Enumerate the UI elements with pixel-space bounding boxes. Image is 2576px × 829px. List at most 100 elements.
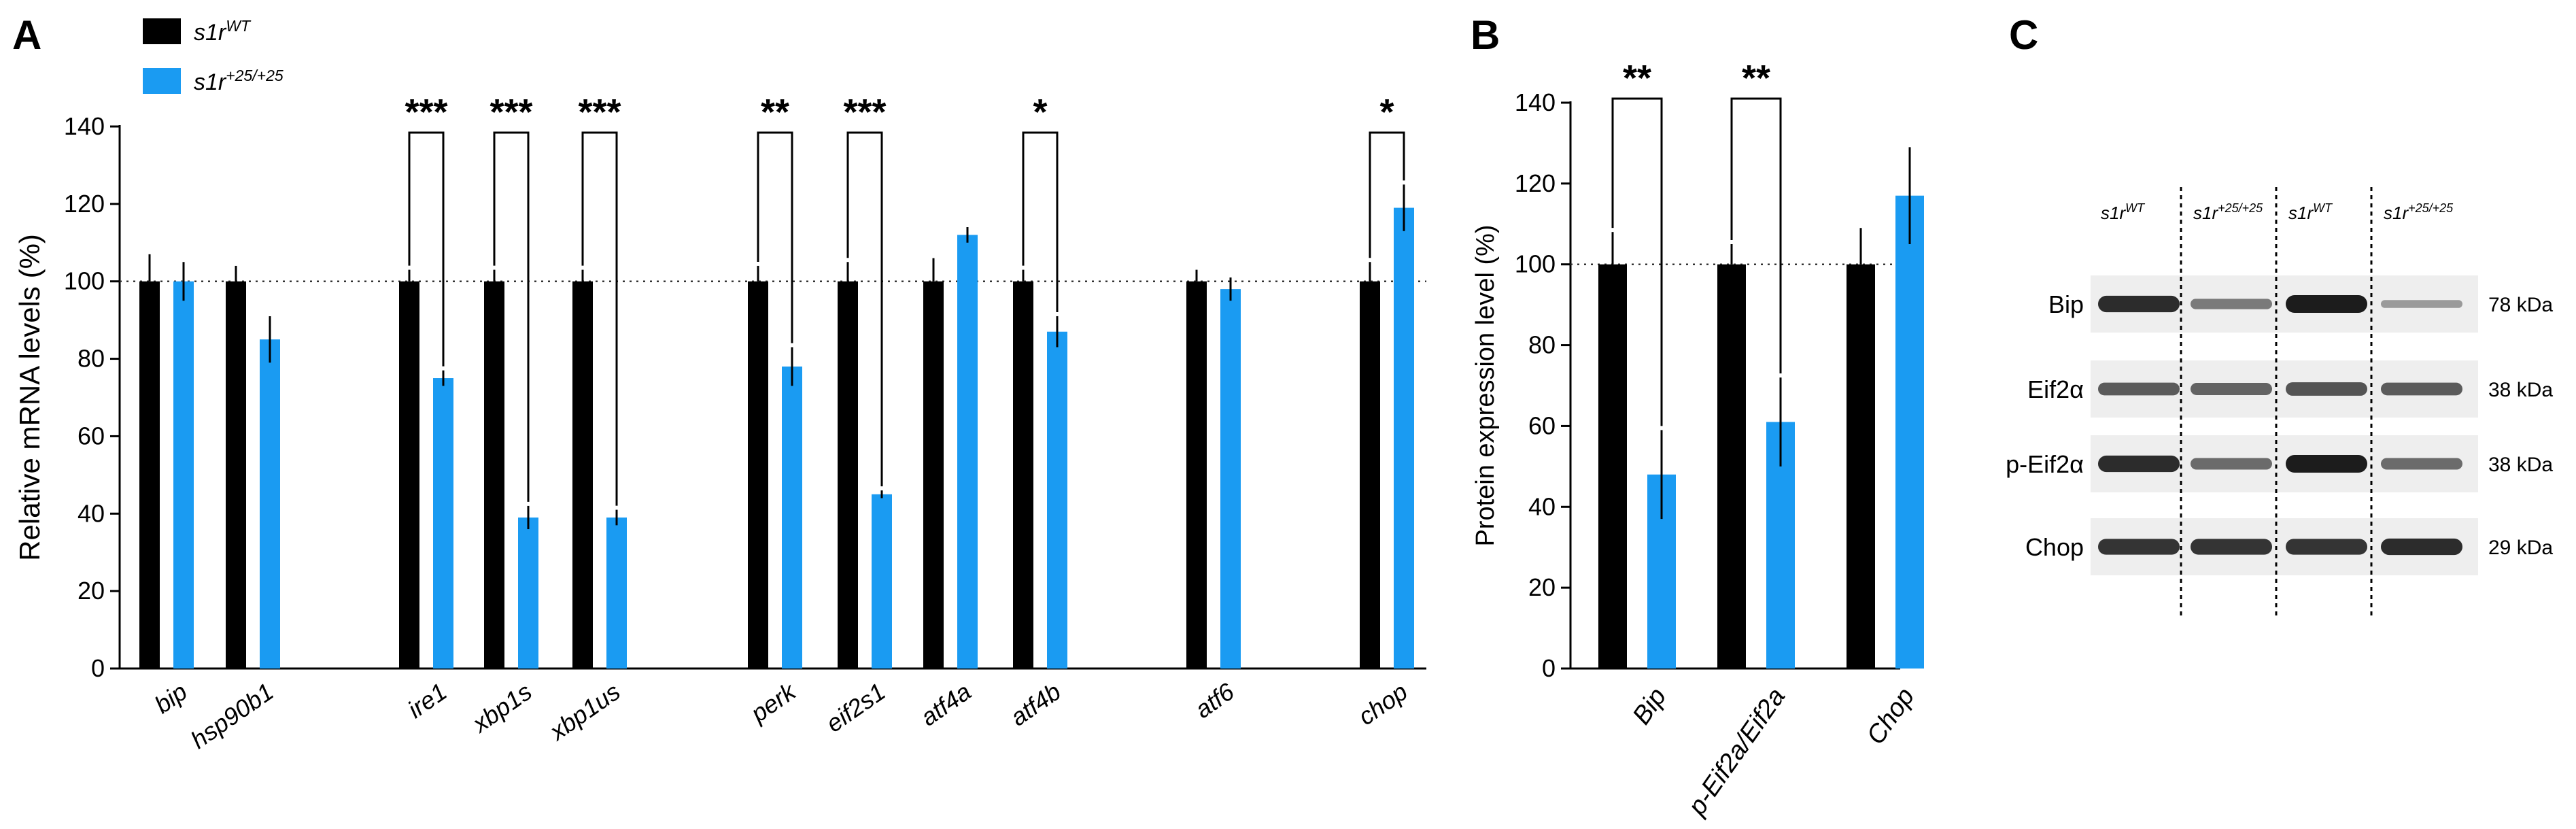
- blot-lane-label-0: s1rWT: [2101, 201, 2146, 223]
- significance-bracket-0: [408, 131, 445, 367]
- blot-row-label-1: Eif2α: [2027, 375, 2084, 403]
- significance-label-5: *: [1033, 92, 1047, 133]
- significance-label-3: **: [761, 92, 789, 133]
- significance-bracket-0: [1611, 97, 1663, 426]
- blot-band-1-3: [2381, 382, 2462, 396]
- y-tick-label-a-7: 140: [64, 112, 105, 140]
- bar-wt-xbp1us: [572, 281, 593, 669]
- y-axis-label-a: Relative mRNA levels (%): [14, 234, 46, 561]
- x-tick-label-p-Eif2a/Eif2a: p-Eif2a/Eif2a: [1683, 683, 1791, 821]
- significance-bracket-2: [581, 131, 618, 506]
- chart-b-protein: 0 20 40 60 80 100 120 140 Protein expression lev…: [1471, 58, 1924, 821]
- bar-mut-eif2s1: [872, 494, 892, 669]
- y-tick-label-a-2: 40: [78, 499, 105, 527]
- blot-lane-label-1: s1r+25/+25: [2193, 201, 2263, 223]
- significance-bracket-1: [493, 131, 530, 502]
- significance-label-0: ***: [405, 92, 447, 133]
- blot-band-1-1: [2191, 383, 2272, 395]
- blot-band-1-2: [2286, 382, 2367, 396]
- x-tick-label-atf4a: atf4a: [915, 677, 976, 732]
- bar-wt-eif2s1: [838, 281, 858, 669]
- significance-bracket-1: [1730, 97, 1782, 374]
- bar-mut-xbp1s: [518, 517, 538, 669]
- legend-label-1: s1r+25/+25: [194, 67, 284, 95]
- blot-kda-label-2: 38 kDa: [2488, 454, 2553, 476]
- blot-band-3-0: [2098, 539, 2180, 555]
- x-tick-label-eif2s1: eif2s1: [821, 677, 890, 738]
- legend-label-0: s1rWT: [194, 17, 252, 46]
- bar-wt-Bip: [1598, 264, 1627, 669]
- y-tick-label-b-3: 60: [1528, 411, 1556, 439]
- bar-mut-perk: [782, 366, 802, 669]
- x-tick-label-bip: bip: [150, 677, 192, 719]
- blot-band-2-1: [2191, 458, 2272, 470]
- y-tick-label-a-3: 60: [78, 422, 105, 450]
- x-tick-label-chop: chop: [1353, 677, 1412, 730]
- x-tick-label-hsp90b1: hsp90b1: [186, 677, 279, 754]
- blot-band-0-3: [2381, 300, 2462, 308]
- bar-mut-chop: [1394, 207, 1414, 669]
- legend: s1rWT s1r+25/+25: [143, 17, 284, 95]
- chart-a-mrna: 0 20 40 60 80 100 120 140 Relative mRNA levels (…: [14, 92, 1426, 754]
- x-tick-label-xbp1s: xbp1s: [466, 677, 537, 739]
- blot-band-1-0: [2098, 382, 2180, 396]
- blot-band-3-2: [2286, 539, 2367, 555]
- significance-label-6: *: [1379, 92, 1394, 133]
- panel-a-letter: A: [12, 12, 41, 58]
- significance-bracket-4: [846, 131, 883, 487]
- bar-mut-atf6: [1220, 289, 1241, 669]
- legend-swatch-1: [143, 68, 181, 94]
- significance-label-4: ***: [843, 92, 886, 133]
- blot-lane-label-2: s1rWT: [2288, 201, 2333, 223]
- bar-wt-perk: [748, 281, 768, 669]
- bar-mut-ire1: [433, 378, 453, 669]
- y-tick-label-a-5: 100: [64, 267, 105, 295]
- panel-c-letter: C: [2009, 12, 2038, 58]
- y-tick-label-a-4: 80: [78, 345, 105, 373]
- blot-band-2-3: [2381, 458, 2462, 470]
- y-tick-label-a-1: 20: [78, 577, 105, 605]
- bar-wt-ire1: [399, 281, 419, 669]
- bar-wt-p-Eif2a/Eif2a: [1717, 264, 1746, 669]
- bar-wt-atf6: [1186, 281, 1207, 669]
- significance-bracket-6: [1369, 131, 1405, 258]
- bar-wt-xbp1s: [484, 281, 504, 669]
- y-axis-label-b: Protein expression level (%): [1471, 224, 1500, 546]
- blot-band-2-2: [2286, 455, 2367, 473]
- bar-mut-xbp1us: [606, 517, 627, 669]
- significance-bracket-3: [757, 131, 793, 343]
- bar-mut-Chop: [1895, 195, 1924, 669]
- y-tick-label-b-0: 0: [1542, 654, 1556, 682]
- blot-kda-label-3: 29 kDa: [2488, 537, 2553, 559]
- significance-bracket-5: [1022, 131, 1059, 312]
- significance-label-1: ***: [490, 92, 532, 133]
- blot-band-3-3: [2381, 538, 2462, 556]
- bar-wt-atf4a: [923, 281, 944, 669]
- bar-mut-atf4a: [957, 235, 978, 669]
- bar-wt-bip: [139, 281, 160, 669]
- western-blot: s1rWT s1r+25/+25 s1rWT s1r+25/+25 Bip 78 kDa E…: [2006, 187, 2553, 615]
- x-tick-label-xbp1us: xbp1us: [543, 677, 625, 746]
- bar-mut-atf4b: [1047, 331, 1067, 669]
- x-tick-label-atf6: atf6: [1190, 677, 1240, 724]
- blot-kda-label-1: 38 kDa: [2488, 379, 2553, 401]
- blot-kda-label-0: 78 kDa: [2488, 294, 2553, 316]
- bar-mut-hsp90b1: [260, 339, 280, 669]
- bar-wt-hsp90b1: [226, 281, 246, 669]
- blot-band-0-0: [2098, 295, 2180, 313]
- y-tick-label-b-6: 120: [1515, 169, 1556, 197]
- y-tick-label-b-5: 100: [1515, 250, 1556, 278]
- significance-label-1: **: [1742, 58, 1770, 99]
- blot-row-label-2: p-Eif2α: [2006, 450, 2084, 478]
- significance-label-0: **: [1623, 58, 1651, 99]
- bar-wt-chop: [1360, 281, 1380, 669]
- y-tick-label-b-2: 40: [1528, 492, 1556, 520]
- y-tick-label-b-1: 20: [1528, 573, 1556, 601]
- panel-b-letter: B: [1471, 12, 1500, 58]
- blot-row-label-0: Bip: [2048, 290, 2084, 318]
- x-tick-label-Bip: Bip: [1627, 683, 1672, 730]
- x-tick-label-atf4b: atf4b: [1005, 677, 1065, 732]
- x-tick-label-perk: perk: [745, 677, 802, 728]
- blot-band-0-2: [2286, 295, 2367, 313]
